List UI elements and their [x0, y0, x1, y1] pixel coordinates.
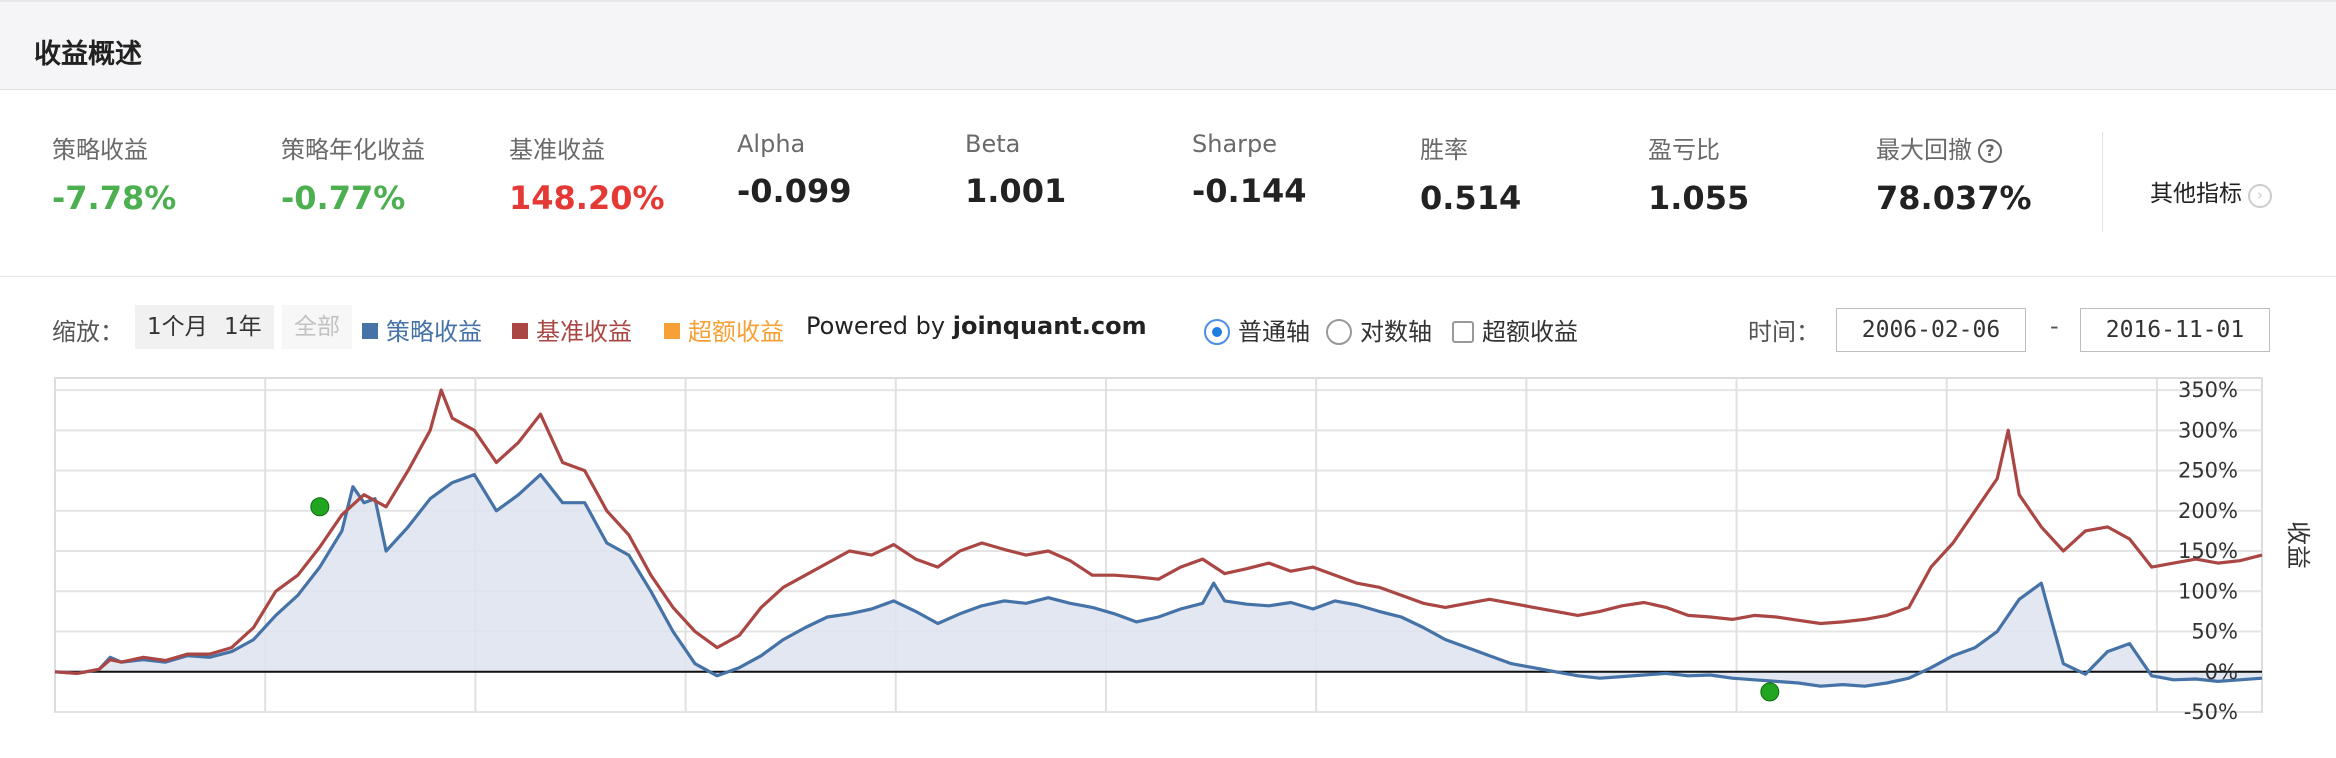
metric-max-drawdown: 最大回撤? 78.037%: [1876, 130, 2032, 217]
metric-label: Beta: [965, 130, 1021, 158]
chart-toolbar: 缩放： 1个月 1年 全部 策略收益 基准收益 超额收益 Powered by …: [0, 300, 2336, 360]
panel-header: 收益概述: [0, 0, 2336, 90]
metric-beta: Beta 1.001: [965, 130, 1066, 210]
divider: [2102, 132, 2103, 232]
radio-label: 普通轴: [1238, 318, 1310, 346]
legend-swatch: [512, 323, 528, 339]
drawdown-marker: [310, 497, 330, 517]
metrics-row: 策略收益 -7.78% 策略年化收益 -0.77% 基准收益 148.20% A…: [0, 92, 2336, 277]
metric-label: 盈亏比: [1648, 136, 1720, 164]
metric-profit-loss-ratio: 盈亏比 1.055: [1648, 130, 1749, 217]
date-separator: -: [2050, 312, 2059, 340]
zoom-label: 缩放：: [52, 318, 124, 346]
chart-series: [54, 388, 2263, 702]
metric-label: 最大回撤?: [1876, 130, 2032, 165]
drawdown-marker: [1760, 682, 1780, 702]
y-axis-label: 收益: [2284, 521, 2312, 569]
legend-item-benchmark[interactable]: 基准收益: [512, 312, 632, 347]
returns-chart: 350% 300% 250% 200% 150% 100% 50% 0% -50% 收益: [54, 377, 2312, 720]
series-area-strategy: [55, 474, 2262, 687]
metric-value: 78.037%: [1876, 179, 2032, 217]
metric-label: 基准收益: [509, 136, 605, 164]
legend-item-strategy[interactable]: 策略收益: [362, 312, 482, 347]
series-line-strategy: [54, 473, 2263, 688]
legend-item-excess[interactable]: 超额收益: [664, 312, 784, 347]
metric-value: -0.144: [1192, 172, 1307, 210]
y-tick-label: -50%: [2184, 700, 2238, 720]
y-tick-label: 150%: [2178, 539, 2238, 563]
y-tick-label: 250%: [2178, 459, 2238, 483]
other-metrics-label: 其他指标: [2150, 181, 2242, 207]
radio-unselected-icon: [1326, 319, 1352, 345]
start-date-input[interactable]: 2006-02-06: [1836, 308, 2026, 352]
y-tick-label: 0%: [2205, 660, 2238, 684]
metric-label: Alpha: [737, 130, 806, 158]
legend-label: 超额收益: [688, 318, 784, 346]
y-tick-label: 100%: [2178, 579, 2238, 603]
metric-label: 策略收益: [52, 136, 148, 164]
end-date-input[interactable]: 2016-11-01: [2080, 308, 2270, 352]
radio-selected-icon: [1204, 319, 1230, 345]
metric-label: Sharpe: [1192, 130, 1278, 158]
legend-swatch: [362, 323, 378, 339]
y-tick-label: 200%: [2178, 499, 2238, 523]
metric-value: 1.001: [965, 172, 1067, 210]
legend-label: 策略收益: [386, 318, 482, 346]
metric-value: -0.77%: [281, 179, 406, 217]
y-tick-label: 350%: [2178, 378, 2238, 402]
checkbox-label: 超额收益: [1482, 318, 1578, 346]
y-tick-label: 50%: [2191, 620, 2238, 644]
y-axis-ticks: 350% 300% 250% 200% 150% 100% 50% 0% -50%: [2178, 378, 2238, 720]
zoom-1-month-button[interactable]: 1个月: [135, 305, 220, 349]
log-axis-radio[interactable]: 对数轴: [1326, 312, 1432, 347]
time-label: 时间：: [1748, 318, 1820, 346]
excess-return-checkbox[interactable]: 超额收益: [1452, 312, 1578, 347]
powered-by: Powered by joinquant.com: [806, 312, 1147, 340]
chevron-right-icon: ›: [2248, 184, 2272, 208]
metric-value: 148.20%: [509, 179, 665, 217]
metric-label: 胜率: [1420, 136, 1468, 164]
metric-annual-return: 策略年化收益 -0.77%: [281, 130, 425, 217]
metric-value: -7.78%: [52, 179, 177, 217]
powered-site: joinquant.com: [952, 312, 1147, 340]
radio-label: 对数轴: [1360, 318, 1432, 346]
metric-alpha: Alpha -0.099: [737, 130, 852, 210]
metric-value: -0.099: [737, 172, 852, 210]
linear-axis-radio[interactable]: 普通轴: [1204, 312, 1310, 347]
y-tick-label: 300%: [2178, 418, 2238, 442]
legend-swatch: [664, 323, 680, 339]
metric-win-rate: 胜率 0.514: [1420, 130, 1521, 217]
zoom-1-year-button[interactable]: 1年: [212, 305, 274, 349]
metric-strategy-return: 策略收益 -7.78%: [52, 130, 176, 217]
powered-prefix: Powered by: [806, 312, 953, 340]
panel-title: 收益概述: [34, 39, 142, 70]
metric-label-text: 最大回撤: [1876, 136, 1972, 164]
other-metrics-link[interactable]: 其他指标 ›: [2150, 174, 2272, 208]
metric-sharpe: Sharpe -0.144: [1192, 130, 1307, 210]
checkbox-icon: [1452, 321, 1474, 343]
metric-label: 策略年化收益: [281, 136, 425, 164]
help-icon[interactable]: ?: [1978, 139, 2002, 163]
metric-value: 1.055: [1648, 179, 1750, 217]
zoom-all-button[interactable]: 全部: [282, 305, 352, 349]
metric-value: 0.514: [1420, 179, 1522, 217]
metric-benchmark-return: 基准收益 148.20%: [509, 130, 665, 217]
legend-label: 基准收益: [536, 318, 632, 346]
series-line-benchmark: [54, 388, 2263, 675]
